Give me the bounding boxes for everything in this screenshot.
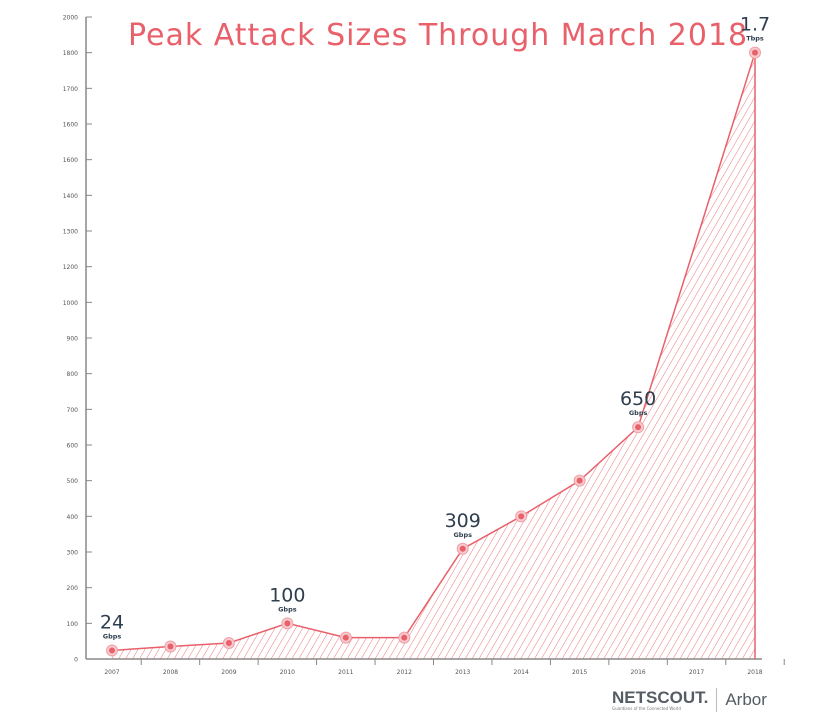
y-tick-label: 400 [67, 514, 79, 521]
y-tick-label: 1600 [63, 122, 78, 129]
series-area [112, 52, 755, 659]
logo-brand: NETSCOUT. [612, 687, 709, 707]
x-tick-label: 2018 [747, 669, 762, 676]
y-tick-label: 300 [67, 550, 79, 557]
annotation-value: 24 [100, 611, 124, 633]
annotation-value: 100 [269, 584, 305, 606]
series-line [111, 52, 756, 659]
x-tick-label: 2010 [280, 669, 295, 676]
y-tick-label: 1800 [63, 50, 78, 57]
logo-tagline: Guardians of the Connected World [612, 705, 681, 711]
annotation-value: 650 [620, 388, 656, 410]
annotation-unit: Gbps [453, 531, 472, 539]
y-tick-label: 100 [67, 621, 79, 628]
y-tick-label: 0 [74, 657, 78, 664]
data-point [225, 639, 232, 646]
y-tick-label: 200 [67, 585, 79, 592]
annotation-unit: Gbps [278, 605, 297, 613]
logo-product: Arbor [725, 690, 767, 709]
x-tick-label: 2016 [630, 669, 645, 676]
x-tick-label: 2012 [397, 669, 412, 676]
annotation-value: 309 [445, 510, 481, 532]
y-tick-label: 700 [67, 407, 79, 414]
y-tick-label: 2000 [63, 15, 78, 22]
chart-title: Peak Attack Sizes Through March 2018 [128, 18, 749, 53]
annotation-unit: Tbps [746, 35, 764, 43]
y-tick-label: 800 [67, 371, 79, 378]
data-point [342, 634, 349, 641]
x-tick-label: 2014 [514, 669, 529, 676]
data-point [284, 620, 291, 627]
x-tick-label: 2007 [104, 669, 119, 676]
x-tick-label: 2013 [455, 669, 470, 676]
data-point [401, 634, 408, 641]
data-point [518, 513, 525, 520]
data-point [576, 477, 583, 484]
logo-divider [716, 688, 718, 712]
annotation-unit: Gbps [103, 632, 122, 640]
x-tick-label: 2009 [221, 669, 236, 676]
data-point [635, 424, 642, 431]
data-point [167, 643, 174, 650]
y-tick-label: 1600 [63, 157, 78, 164]
annotation-value: 1.7 [740, 14, 770, 36]
x-tick-label: 2008 [163, 669, 178, 676]
x-tick-label: 2011 [338, 669, 353, 676]
y-tick-label: 1300 [63, 229, 78, 236]
x-tick-label: 2017 [689, 669, 704, 676]
data-point [109, 647, 115, 654]
y-tick-label: 900 [67, 336, 79, 343]
netscout-arbor-logo: NETSCOUT. Guardians of the Connected Wor… [612, 688, 767, 712]
y-tick-label: 1700 [63, 86, 78, 93]
y-tick-label: 1200 [63, 264, 78, 271]
x-tick-label: 2015 [572, 669, 587, 676]
data-point [459, 545, 466, 552]
y-tick-label: 1000 [63, 300, 78, 307]
y-tick-label: 500 [67, 478, 79, 485]
data-point [752, 49, 758, 56]
y-tick-label: 1400 [63, 193, 78, 200]
annotation-unit: Gbps [629, 409, 648, 417]
y-tick-label: 600 [67, 443, 79, 450]
